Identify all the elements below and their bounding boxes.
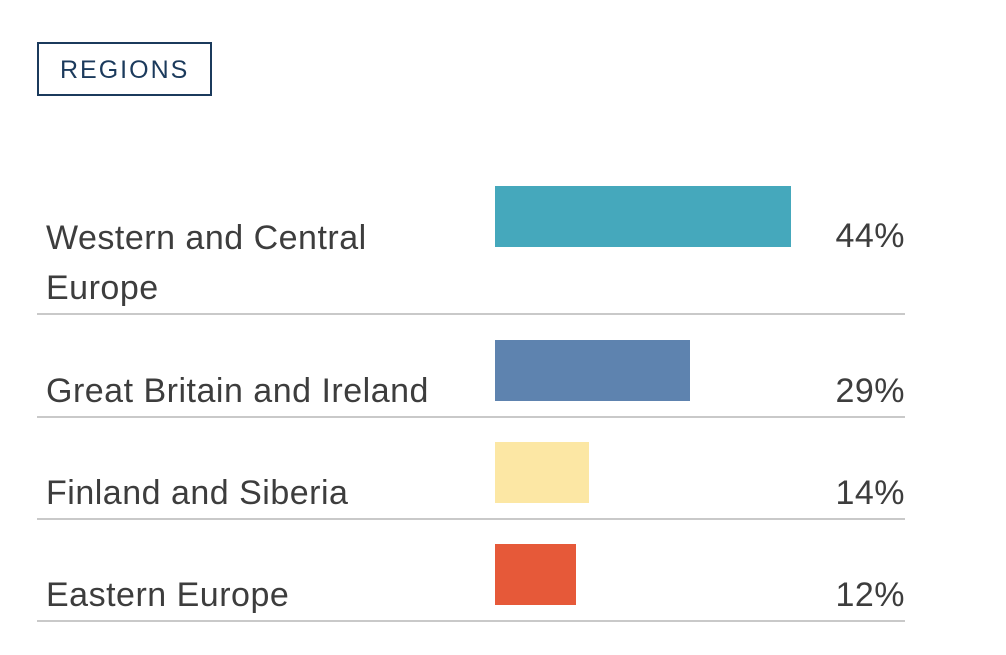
region-percentage: 44% <box>835 217 905 255</box>
region-label: Finland and Siberia <box>46 474 349 512</box>
region-bar <box>495 442 589 503</box>
regions-bar-chart: Western and Central Europe 44% Great Bri… <box>37 96 905 622</box>
region-row-eastern-europe[interactable]: Eastern Europe 12% <box>37 520 905 622</box>
region-label: Western and Central Europe <box>46 219 367 307</box>
region-label: Great Britain and Ireland <box>46 372 429 410</box>
region-bar <box>495 186 791 247</box>
regions-button[interactable]: REGIONS <box>37 42 213 96</box>
region-row-finland-siberia[interactable]: Finland and Siberia 14% <box>37 418 905 520</box>
region-row-great-britain-ireland[interactable]: Great Britain and Ireland 29% <box>37 315 905 418</box>
region-percentage: 14% <box>835 474 905 512</box>
region-label: Eastern Europe <box>46 576 290 614</box>
region-row-western-central-europe[interactable]: Western and Central Europe 44% <box>37 96 905 315</box>
region-percentage: 29% <box>835 372 905 410</box>
region-percentage: 12% <box>835 576 905 614</box>
region-bar <box>495 340 690 401</box>
region-bar <box>495 544 576 605</box>
regions-panel: REGIONS Western and Central Europe 44% G… <box>37 0 905 622</box>
